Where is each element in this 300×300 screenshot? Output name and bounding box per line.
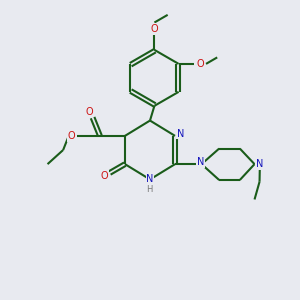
Text: H: H xyxy=(146,185,153,194)
Text: O: O xyxy=(100,171,108,181)
Text: N: N xyxy=(197,157,205,167)
Text: N: N xyxy=(146,174,154,184)
Text: N: N xyxy=(256,159,263,169)
Text: O: O xyxy=(68,131,76,141)
Text: O: O xyxy=(86,107,94,117)
Text: O: O xyxy=(196,59,204,69)
Text: O: O xyxy=(151,24,158,34)
Text: N: N xyxy=(177,128,184,139)
